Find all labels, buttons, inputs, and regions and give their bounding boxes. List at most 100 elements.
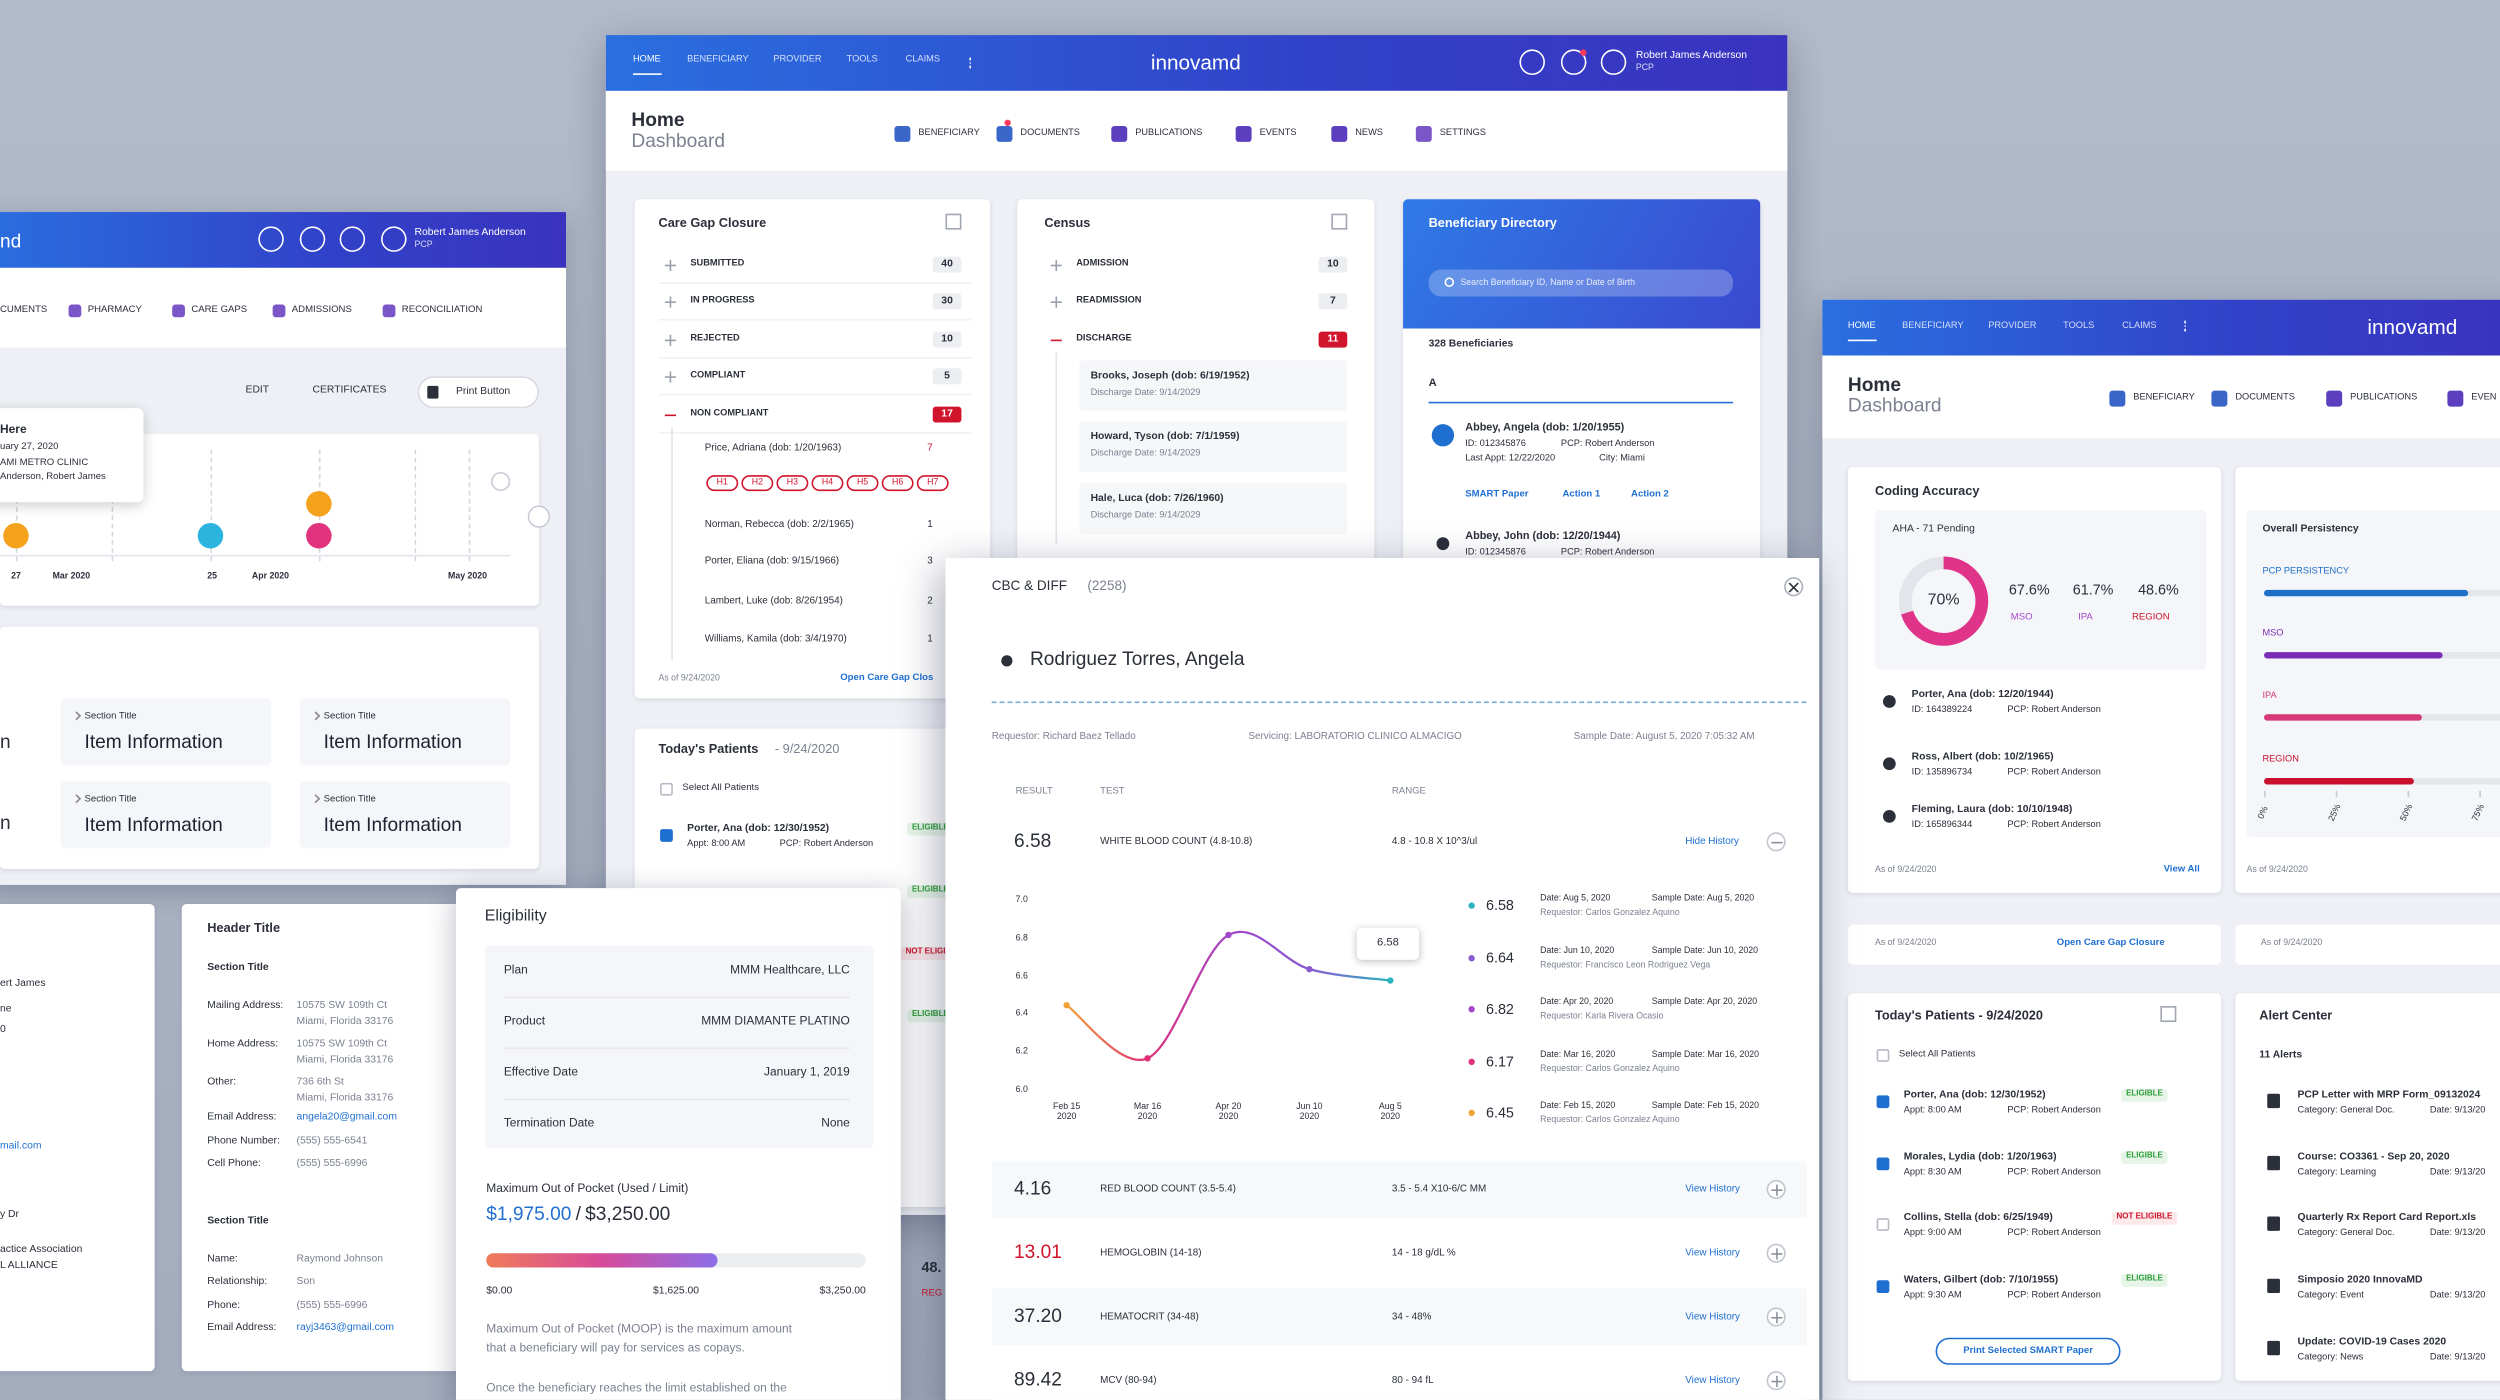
nav-item[interactable]: CARE GAPS — [191, 305, 248, 315]
y-tick-label: 6.0 — [1015, 1085, 1028, 1096]
close-button[interactable] — [1784, 577, 1804, 597]
tag-label: H3 — [786, 478, 799, 488]
action-link[interactable]: SMART Paper — [1465, 490, 1529, 500]
nav-item[interactable]: PHARMACY — [87, 305, 142, 315]
nav-item[interactable]: PROVIDER — [773, 55, 822, 65]
history-link[interactable]: View History — [1685, 1183, 1740, 1195]
field-label: Other: — [207, 1076, 237, 1088]
patient-pcp: PCP: Robert Anderson — [2007, 820, 2101, 831]
alert-icon — [2267, 1216, 2280, 1231]
nav-item[interactable]: BENEFICIARY — [687, 55, 749, 65]
card-link[interactable]: Open Care Gap Closure — [2056, 938, 2165, 948]
contact-fragment: y Dr — [0, 1208, 20, 1221]
card-link[interactable]: View All — [2163, 865, 2200, 875]
count-badge — [932, 331, 962, 348]
print-button[interactable] — [417, 376, 539, 409]
alert-date: Date: 9/13/20 — [2429, 1168, 2486, 1178]
nav-item[interactable]: HOME — [1847, 321, 1876, 332]
x-tick-label: Feb 15 2020 — [1052, 1102, 1081, 1123]
patient-appt: Appt: 8:00 AM — [687, 839, 746, 850]
alert-title: Update: COVID-19 Cases 2020 — [2297, 1336, 2447, 1348]
card-link[interactable]: Open Care Gap Clos — [840, 673, 934, 684]
subnav-item[interactable]: BENEFICIARY — [918, 128, 980, 139]
history-requestor: Requestor: Carlos Gonzalez Aquino — [1540, 1064, 1680, 1075]
nav-item[interactable]: RECONCILIATION — [401, 305, 483, 315]
action-link[interactable]: CERTIFICATES — [312, 384, 387, 396]
discharge-date: Discharge Date: 9/14/2029 — [1090, 511, 1201, 521]
section-title: Section Title — [84, 794, 137, 805]
timeline-divider — [210, 449, 213, 562]
alert-date: Date: 9/13/20 — [2429, 1228, 2486, 1239]
subnav-item[interactable]: PUBLICATIONS — [2350, 393, 2418, 403]
tag-label: H2 — [751, 478, 763, 488]
paragraph-line: Maximum Out of Pocket (MOOP) is the maxi… — [486, 1321, 792, 1336]
card-title: Today's Patients — [658, 742, 759, 757]
patient-id: ID: 165896344 — [1911, 820, 1973, 831]
count: 17 — [941, 408, 953, 420]
action-link[interactable]: Action 2 — [1631, 490, 1669, 500]
card-title: Eligibility — [484, 907, 547, 926]
toggle-icon — [1775, 1247, 1777, 1259]
x-tick-label: $3,250.00 — [819, 1285, 866, 1297]
divider — [503, 996, 850, 999]
action-link[interactable]: Action 1 — [1562, 490, 1601, 500]
subnav-item[interactable]: SETTINGS — [1439, 128, 1486, 139]
history-requestor: Requestor: Francisco Leon Rodriguez Vega — [1540, 961, 1711, 971]
toggle-icon — [1775, 1183, 1777, 1195]
timeline-label: 27 — [11, 572, 21, 582]
patient-name: Ross, Albert (dob: 10/2/1965) — [1911, 751, 2054, 763]
stat-label: IPA — [2078, 613, 2093, 623]
count-badge — [932, 256, 962, 273]
as-of: As of 9/24/2020 — [1875, 938, 1937, 949]
nav-item[interactable]: ADMISSIONS — [291, 305, 352, 315]
subnav-item[interactable]: EVENTS — [1259, 128, 1297, 139]
subnav-item[interactable]: PUBLICATIONS — [1135, 128, 1203, 139]
subnav-item[interactable]: BENEFICIARY — [2133, 393, 2195, 403]
subnav-item[interactable]: DOCUMENTS — [2235, 393, 2295, 403]
nav-item[interactable]: HOME — [632, 55, 661, 65]
patient-count: 1 — [927, 518, 933, 531]
nav-item[interactable]: PROVIDER — [1988, 321, 2037, 332]
brand: innovamd — [1150, 50, 1241, 75]
person-name: Abbey, John (dob: 12/20/1944) — [1465, 531, 1621, 543]
tooltip-value: 6.58 — [1377, 937, 1399, 949]
timeline-label: Apr 2020 — [251, 572, 289, 582]
nav-item[interactable]: TOOLS — [846, 55, 878, 65]
history-link[interactable]: View History — [1685, 1311, 1740, 1323]
history-link[interactable]: View History — [1685, 1247, 1740, 1259]
tick-mark — [2479, 790, 2481, 798]
nav-icon — [382, 304, 396, 318]
history-requestor: Requestor: Karla Rivera Ocasio — [1540, 1012, 1664, 1022]
card-title: Today's Patients - 9/24/2020 — [1875, 1008, 2043, 1023]
action-link[interactable]: EDIT — [245, 384, 270, 396]
x-tick-label: $0.00 — [486, 1285, 513, 1297]
icon — [258, 226, 284, 252]
legend-value: 6.17 — [1485, 1053, 1514, 1070]
tick-mark — [2407, 790, 2410, 798]
test-name: RED BLOOD COUNT (3.5-5.4) — [1100, 1183, 1236, 1195]
card-title[interactable]: Beneficiary Directory — [1428, 215, 1557, 231]
nav-item[interactable]: BENEFICIARY — [1902, 321, 1964, 332]
donut-chart — [1898, 556, 1989, 646]
icon — [306, 522, 332, 549]
nav-item[interactable]: CLAIMS — [2122, 321, 2157, 332]
toggle-icon — [1049, 338, 1062, 341]
nav-item[interactable]: CLAIMS — [905, 55, 941, 65]
donut-label: 70% — [1927, 591, 1960, 610]
history-link[interactable]: Hide History — [1685, 836, 1740, 848]
card — [0, 904, 155, 1372]
tooltip-line: uary 27, 2020 — [0, 442, 59, 453]
as-of: As of 9/24/2020 — [658, 674, 720, 684]
history-sample: Sample Date: Mar 16, 2020 — [1651, 1050, 1760, 1061]
subnav-item[interactable]: EVEN — [2471, 393, 2497, 403]
bar — [2264, 589, 2468, 597]
subnav-item[interactable]: NEWS — [1355, 128, 1383, 139]
print-button[interactable] — [1935, 1337, 2121, 1365]
tag-label: H7 — [927, 478, 939, 488]
subnav-item[interactable]: DOCUMENTS — [1020, 128, 1080, 139]
field-label: Home Address: — [207, 1038, 279, 1050]
nav-item[interactable]: TOOLS — [2063, 321, 2095, 332]
nav-item[interactable]: CUMENTS — [0, 305, 48, 315]
timeline-divider — [15, 449, 18, 562]
history-link[interactable]: View History — [1685, 1375, 1740, 1387]
